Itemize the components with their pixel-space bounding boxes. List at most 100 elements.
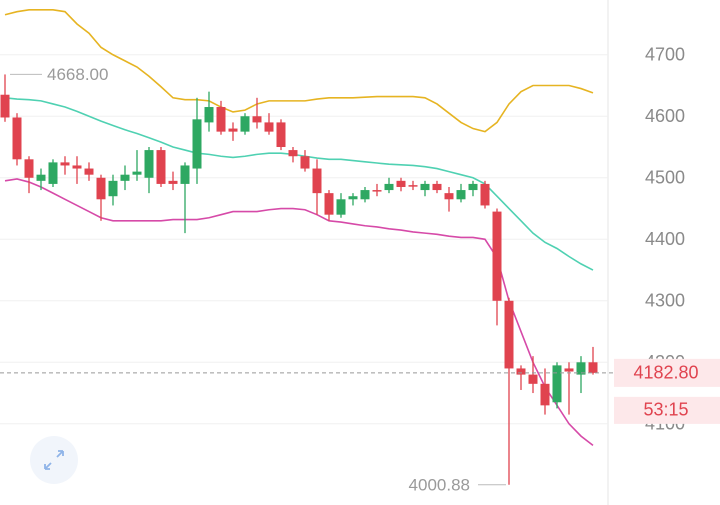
y-tick-label: 4500 (645, 168, 685, 188)
candle-body (564, 368, 574, 372)
candle (96, 174, 106, 221)
candle (324, 190, 334, 221)
candle (420, 180, 430, 197)
candle-body (72, 165, 82, 169)
candle-body (540, 383, 550, 406)
candle (276, 119, 286, 151)
candle (168, 171, 178, 191)
candle-body (468, 183, 478, 191)
candle (516, 365, 526, 390)
candle-body (588, 362, 598, 373)
candle-body (240, 116, 250, 132)
candle (432, 180, 442, 194)
candle-body (480, 183, 490, 206)
candle (528, 356, 538, 394)
candle (444, 186, 454, 212)
candle-body (432, 183, 442, 191)
candle-body (384, 183, 394, 191)
candle-body (192, 119, 202, 169)
candle (336, 193, 346, 218)
candle (312, 159, 322, 215)
candle (396, 177, 406, 192)
candle (240, 113, 250, 135)
candle (456, 183, 466, 203)
candle-body (108, 180, 118, 197)
candle (384, 177, 394, 194)
candle-body (60, 162, 70, 166)
candle (504, 297, 514, 485)
candle-body (96, 177, 106, 200)
candle-body (456, 190, 466, 200)
candle-body (0, 94, 10, 118)
candle-body (120, 174, 130, 181)
min-label: 4000.88 (409, 475, 470, 494)
candle (180, 162, 190, 234)
candle (480, 180, 490, 209)
candle-body (528, 374, 538, 384)
y-tick-label: 4400 (645, 229, 685, 249)
candle (108, 174, 118, 206)
candle-body (492, 211, 502, 301)
candle-body (324, 193, 334, 215)
candle (576, 356, 586, 394)
candle-body (144, 150, 154, 178)
y-tick-label: 4700 (645, 44, 685, 64)
countdown-tag (614, 396, 720, 424)
candle-body (48, 162, 58, 184)
candle (564, 362, 574, 415)
candle-body (264, 122, 274, 132)
candle-body (132, 171, 142, 175)
candle (84, 162, 94, 181)
price-tag (614, 358, 720, 387)
candle-body (288, 150, 298, 157)
countdown: 53:15 (643, 400, 688, 420)
candle (72, 156, 82, 184)
candle (132, 150, 142, 181)
candle (24, 156, 34, 194)
candle-body (228, 128, 238, 132)
candle-body (12, 117, 22, 160)
last-price-label: 4182.80 (633, 363, 698, 383)
candle-body (312, 168, 322, 194)
candle (60, 156, 70, 175)
candle-body (180, 165, 190, 184)
candle-body (24, 159, 34, 178)
candle (552, 362, 562, 409)
band-line (4, 97, 594, 271)
candle-body (204, 107, 214, 123)
candle-body (84, 168, 94, 175)
candle-body (372, 190, 382, 192)
candle (156, 147, 166, 187)
y-tick-label: 4600 (645, 106, 685, 126)
candle-body (216, 107, 226, 132)
candle-body (252, 116, 262, 123)
candle (48, 159, 58, 187)
candle-body (300, 156, 310, 169)
candle-body (516, 368, 526, 375)
candle (120, 165, 130, 191)
y-tick-label: 4300 (645, 291, 685, 311)
candle (36, 168, 46, 191)
candle (408, 180, 418, 191)
candle (216, 100, 226, 135)
candle (0, 74, 10, 122)
candle (588, 346, 598, 375)
expand-button[interactable] (30, 436, 78, 484)
candle-body (348, 196, 358, 200)
candle-body (420, 183, 430, 191)
candle (468, 180, 478, 197)
candle (228, 122, 238, 141)
candle (492, 208, 502, 326)
candle-body (504, 300, 514, 369)
candle (300, 150, 310, 172)
candle-body (276, 122, 286, 148)
max-label: 4668.00 (47, 65, 108, 84)
candle (288, 147, 298, 163)
candle (144, 147, 154, 194)
candle-body (444, 193, 454, 200)
candle-body (360, 190, 370, 200)
candle (264, 113, 274, 135)
candle-body (576, 362, 586, 375)
candle-body (408, 185, 418, 187)
